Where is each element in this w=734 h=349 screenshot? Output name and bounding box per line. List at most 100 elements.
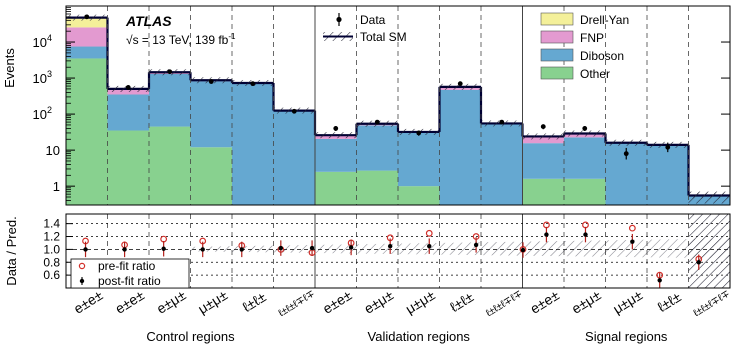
postfit-point-9 xyxy=(427,243,432,249)
ratio-panel: 0.60.81.01.21.4 xyxy=(43,213,731,289)
prefit-point-14 xyxy=(628,224,636,232)
region-label-1: Validation regions xyxy=(368,329,471,344)
data-point-bin-11 xyxy=(540,124,546,129)
y-tick-label-0: 1 xyxy=(53,179,60,194)
x-tick-label-6: e±e± xyxy=(320,287,355,317)
data-point-bin-7 xyxy=(374,119,380,125)
x-tick-label-1: e±e± xyxy=(112,287,147,317)
legend-swatch-diboson xyxy=(540,48,574,62)
total-sm-uncertainty-bin-9 xyxy=(439,83,481,90)
data-point-bin-9 xyxy=(457,81,463,87)
y-tick-exp-3: 3 xyxy=(47,69,52,79)
data-point-bin-12 xyxy=(582,126,588,131)
ratio-y-tick-label-3: 1.2 xyxy=(43,230,60,244)
postfit-point-4 xyxy=(239,247,244,252)
legend-total-sm-label: Total SM xyxy=(360,30,407,44)
stack-bar-diboson-bin-0 xyxy=(66,46,108,59)
stack-bar-diboson-bin-10 xyxy=(481,123,523,205)
stack-bar-diboson-bin-5 xyxy=(273,110,315,205)
x-tick-label-9: ℓ±ℓ± xyxy=(447,288,476,315)
data-point-bin-13 xyxy=(623,151,629,157)
stack-bar-diboson-bin-1 xyxy=(107,94,149,131)
legend-samples: Drell-Yan FNP Diboson Other xyxy=(540,12,629,81)
legend-swatch-other xyxy=(540,66,574,80)
total-sm-uncertainty-bin-6 xyxy=(315,132,357,139)
legend-main: Data Total SM xyxy=(323,13,407,44)
x-tick-label-2: e±μ± xyxy=(154,287,189,317)
stack-bar-diboson-bin-11 xyxy=(522,143,564,179)
y-axis-label-events: Events xyxy=(2,48,17,88)
y-tick-label-3: 103 xyxy=(33,69,52,86)
total-sm-uncertainty-bin-11 xyxy=(522,133,564,140)
stack-bar-diboson-bin-9 xyxy=(439,89,481,205)
ratio-legend-prefit-label: pre-fit ratio xyxy=(98,259,156,273)
ratio-y-tick-label-2: 1.0 xyxy=(43,242,60,256)
stack-bar-diboson-bin-4 xyxy=(232,83,274,205)
stack-bar-diboson-bin-6 xyxy=(315,138,357,172)
legend-swatch-drell-yan xyxy=(540,12,574,26)
prefit-point-9 xyxy=(425,229,433,237)
ratio-legend-box xyxy=(70,258,190,289)
ratio-y-tick-label-0: 0.6 xyxy=(43,268,60,282)
y-tick-base-2: 10 xyxy=(33,107,47,122)
postfit-point-15 xyxy=(657,278,662,283)
postfit-point-16 xyxy=(696,260,701,265)
legend-label-fnp: FNP xyxy=(580,31,604,45)
x-tick-label-8: μ±μ± xyxy=(403,286,438,316)
postfit-point-14 xyxy=(630,239,635,244)
y-tick-label-2: 102 xyxy=(33,105,52,122)
stack-bar-diboson-bin-14 xyxy=(647,144,689,205)
stack-bar-other-bin-2 xyxy=(149,126,191,205)
stack-bar-other-bin-1 xyxy=(107,130,149,205)
data-point-bin-2 xyxy=(167,69,173,75)
ratio-legend-postfit-marker xyxy=(79,278,85,284)
data-point-bin-14 xyxy=(665,144,671,150)
postfit-point-6 xyxy=(309,245,315,251)
data-point-bin-4 xyxy=(250,81,256,87)
data-point-bin-0 xyxy=(84,14,90,20)
energy-exponent: -1 xyxy=(228,32,236,41)
data-point-bin-6 xyxy=(333,126,339,131)
postfit-point-3 xyxy=(200,247,205,252)
stack-bar-diboson-bin-3 xyxy=(190,81,232,148)
stack-bar-fnp-bin-11 xyxy=(522,136,564,144)
x-tick-label-7: e±μ± xyxy=(361,287,396,317)
x-tick-label-14: ℓ±ℓ± xyxy=(655,288,684,315)
legend-label-diboson: Diboson xyxy=(580,49,624,63)
legend-data-marker xyxy=(336,16,342,23)
data-point-bin-1 xyxy=(125,85,131,90)
x-tick-label-12: e±μ± xyxy=(569,287,604,317)
ratio-y-tick-label-4: 1.4 xyxy=(43,217,60,231)
postfit-point-11 xyxy=(520,247,526,253)
postfit-point-0 xyxy=(83,247,88,252)
legend-swatch-fnp xyxy=(540,30,574,44)
x-tick-label-3: μ±μ± xyxy=(195,286,230,316)
total-sm-uncertainty-bin-12 xyxy=(564,130,606,137)
y-axis-label-ratio: Data / Pred. xyxy=(4,216,19,285)
y-tick-exp-4: 4 xyxy=(47,33,52,43)
energy-label: √s = 13 TeV, 139 fb-1 xyxy=(126,32,236,47)
legend-label-other: Other xyxy=(580,67,610,81)
x-tick-label-10: ℓ±ℓ±ℓ∓ℓ∓ xyxy=(484,288,524,319)
postfit-point-10 xyxy=(473,242,479,248)
stack-bar-diboson-bin-12 xyxy=(564,137,606,179)
ratio-uncertainty-last xyxy=(688,214,730,288)
x-tick-label-4: ℓ±ℓ± xyxy=(240,288,269,315)
x-tick-label-15: ℓ±ℓ±ℓ∓ℓ∓ xyxy=(692,288,732,319)
stack-bar-other-bin-3 xyxy=(190,147,232,205)
postfit-point-12 xyxy=(544,232,549,237)
postfit-point-7 xyxy=(348,245,354,250)
x-tick-label-5: ℓ±ℓ±ℓ∓ℓ∓ xyxy=(277,288,317,319)
bottom-frame xyxy=(65,213,731,289)
x-tick-label-13: μ±μ± xyxy=(610,286,645,316)
y-tick-exp-2: 2 xyxy=(47,105,52,115)
region-label-2: Signal regions xyxy=(585,329,668,344)
region-label-0: Control regions xyxy=(146,329,235,344)
stack-bar-diboson-bin-8 xyxy=(398,132,440,187)
x-axis: e±e± e±e± e±μ± μ±μ± ℓ±ℓ± ℓ±ℓ±ℓ∓ℓ∓ e±e± e±μ± μ±μ±… xyxy=(71,286,732,344)
x-tick-label-11: e±e± xyxy=(527,287,562,317)
data-point-bin-8 xyxy=(416,130,422,136)
y-tick-base-4: 10 xyxy=(33,35,47,50)
